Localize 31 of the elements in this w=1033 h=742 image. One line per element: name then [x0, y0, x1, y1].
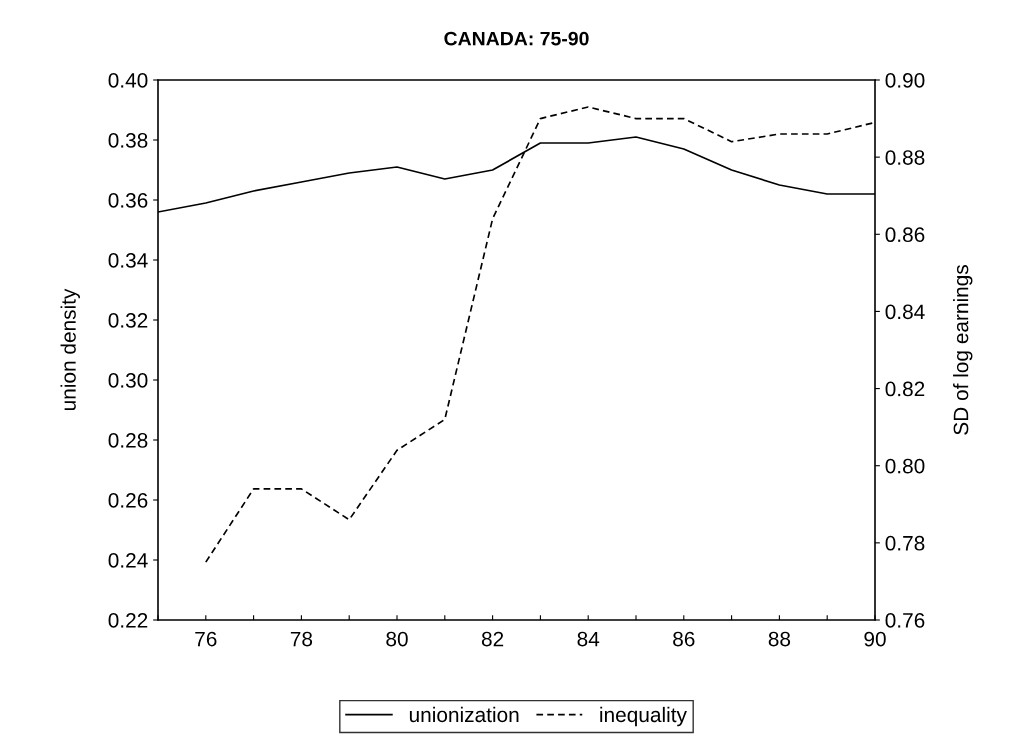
- y-tick-label: 0.38: [108, 133, 148, 148]
- y-tick-label: 0.28: [108, 433, 148, 448]
- chart-title: CANADA: 75-90: [444, 31, 589, 46]
- y2-tick-label: 0.80: [885, 458, 925, 474]
- x-tick-label: 84: [577, 631, 600, 647]
- y-tick-label: 0.36: [108, 193, 148, 208]
- legend-label: unionization: [409, 706, 519, 723]
- y2-tick-label: 0.88: [885, 150, 925, 165]
- y-tick-label: 0.30: [108, 373, 148, 388]
- y-tick-label: 0.26: [108, 493, 148, 508]
- y-tick-label: 0.24: [108, 553, 148, 568]
- y2-tick-label: 0.78: [885, 535, 925, 551]
- y2-tick-label: 0.84: [885, 304, 925, 320]
- y-tick-label: 0.40: [108, 73, 148, 88]
- x-tick-label: 88: [768, 631, 791, 647]
- y-tick-label: 0.34: [108, 253, 148, 268]
- x-tick-label: 76: [195, 631, 217, 647]
- x-tick-label: 80: [386, 631, 408, 647]
- y2-tick-label: 0.76: [885, 613, 925, 628]
- legend-label: inequality: [600, 706, 687, 727]
- x-tick-label: 90: [864, 631, 886, 647]
- y-tick-label: 0.22: [108, 613, 148, 628]
- y-tick-label: 0.32: [108, 313, 148, 328]
- x-tick-label: 78: [290, 631, 313, 647]
- y-axis-title: union density: [60, 288, 80, 411]
- x-tick-label: 86: [673, 631, 695, 647]
- x-tick-label: 82: [481, 631, 504, 647]
- y2-tick-label: 0.90: [885, 73, 925, 88]
- y2-tick-label: 0.82: [885, 381, 925, 397]
- y2-axis-title: SD of log earnings: [953, 265, 973, 435]
- y2-tick-label: 0.86: [885, 227, 925, 243]
